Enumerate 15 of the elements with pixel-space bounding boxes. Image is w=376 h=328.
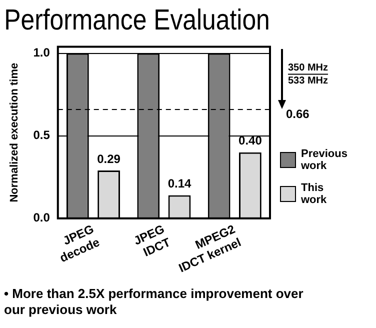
- y-tick-label: 1.0: [33, 46, 50, 60]
- chart-title: Performance Evaluation: [4, 4, 270, 36]
- data-label: 0.40: [238, 134, 262, 148]
- text: • More than 2.5X performance improvement over our previous work: [4, 286, 304, 318]
- legend-label: This work: [301, 182, 328, 206]
- text: 350 MHz: [288, 62, 328, 74]
- ref-line-label: 0.66: [286, 106, 310, 121]
- data-label: 0.14: [168, 176, 192, 191]
- y-tick-label: 0.5: [33, 128, 50, 142]
- y-axis-title: Normalized execution time: [8, 62, 21, 202]
- legend-label: Previous work: [301, 148, 348, 172]
- x-tick-label: JPEG IDCT: [132, 222, 174, 260]
- y-tick-label: 0.0: [33, 210, 50, 225]
- data-label: 0.29: [97, 152, 121, 166]
- text: 533 MHz: [288, 76, 328, 87]
